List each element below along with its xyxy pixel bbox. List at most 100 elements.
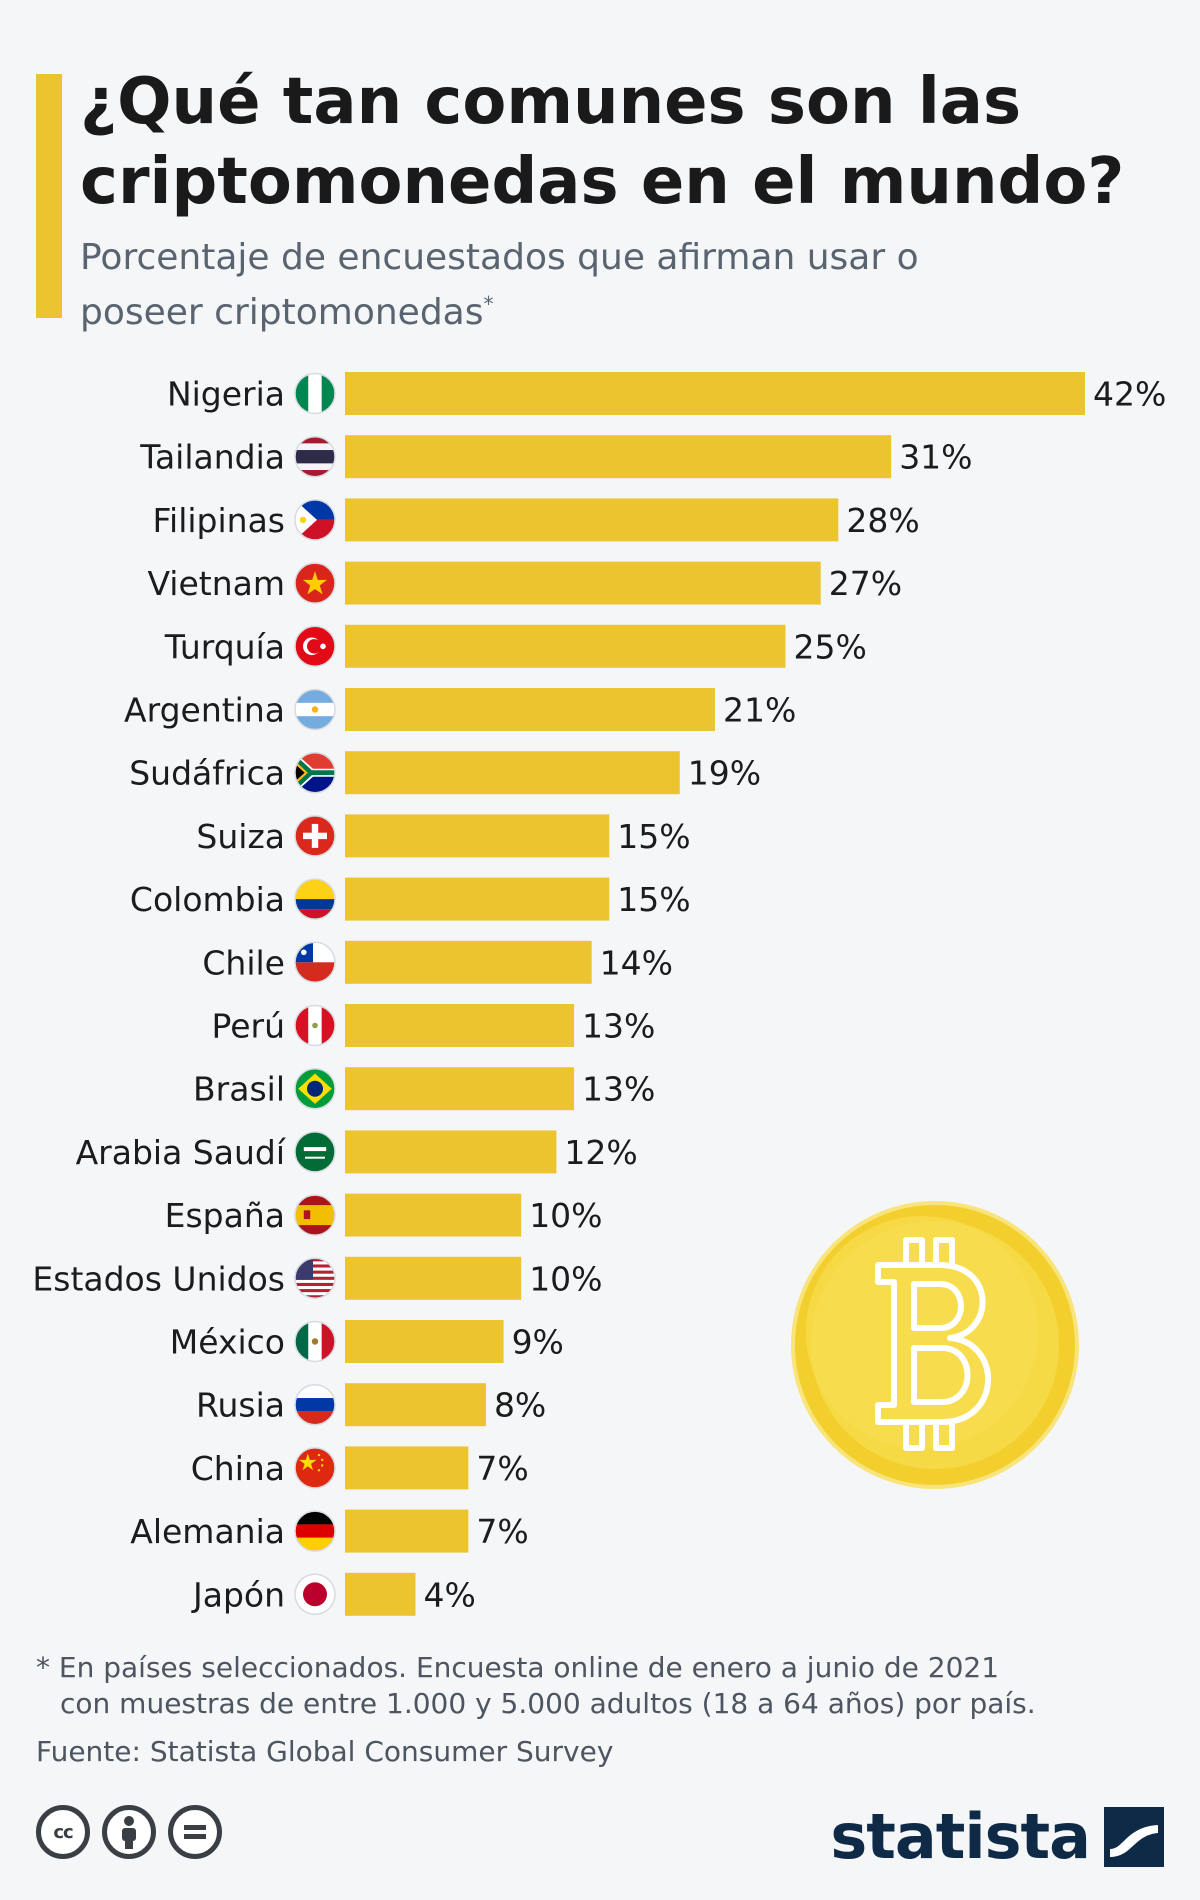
bar-chart: Nigeria 42% Tailandia 31% Filipinas 28% Vietna… (32, 372, 1166, 1616)
subtitle-footnote-mark: * (483, 292, 494, 316)
value-label: 9% (512, 1323, 564, 1362)
category-label: México (170, 1323, 285, 1362)
bar-row: Alemania 7% (130, 1509, 529, 1553)
value-label: 10% (529, 1259, 602, 1298)
category-label: Rusia (196, 1386, 285, 1425)
saudi-arabia-flag-icon (294, 1131, 336, 1173)
footnote: * En países seleccionados. Encuesta onli… (36, 1650, 1136, 1722)
bar (345, 1509, 469, 1553)
equals-icon (184, 1825, 206, 1839)
bar (345, 688, 715, 731)
statista-logo[interactable]: statista (830, 1800, 1164, 1873)
peru-flag-icon (294, 1004, 336, 1047)
bar (345, 877, 610, 921)
by-icon[interactable] (102, 1805, 156, 1859)
value-label: 15% (617, 817, 690, 856)
category-label: Tailandia (139, 438, 285, 477)
cc-label: cc (53, 1821, 73, 1843)
category-label: China (191, 1449, 285, 1488)
category-label: Alemania (130, 1512, 285, 1551)
nd-icon[interactable] (168, 1805, 222, 1859)
value-label: 28% (846, 501, 919, 540)
chart-title: ¿Qué tan comunes son las criptomonedas e… (80, 65, 1125, 219)
footnote-line-2: con muestras de entre 1.000 y 5.000 adul… (60, 1687, 1036, 1720)
chile-flag-icon (294, 941, 336, 984)
bar (345, 372, 1085, 415)
bar-row: Filipinas 28% (152, 498, 920, 542)
cc-icon[interactable]: cc (36, 1805, 90, 1859)
category-label: Filipinas (152, 501, 285, 540)
value-label: 13% (582, 1007, 655, 1046)
bar-row: Nigeria 42% (167, 372, 1166, 415)
subtitle-text: Porcentaje de encuestados que afirman us… (80, 237, 919, 333)
value-label: 14% (600, 943, 673, 982)
bar-row: Tailandia 31% (139, 435, 973, 479)
chart-subtitle: Porcentaje de encuestados que afirman us… (80, 234, 980, 336)
category-label: Brasil (193, 1070, 285, 1109)
value-label: 21% (723, 691, 796, 730)
bar-row: Argentina 21% (124, 688, 796, 731)
mexico-flag-icon (294, 1320, 336, 1363)
thailand-flag-icon (294, 435, 336, 478)
category-label: España (165, 1196, 285, 1235)
category-label: Vietnam (147, 564, 285, 603)
footnote-line-1: * En países seleccionados. Encuesta onli… (36, 1651, 1000, 1684)
usa-flag-icon (294, 1257, 336, 1300)
bar (345, 1383, 486, 1427)
value-label: 7% (476, 1512, 528, 1551)
category-label: Nigeria (167, 375, 285, 414)
bar (345, 1004, 575, 1047)
brand-name: statista (830, 1800, 1091, 1873)
russia-flag-icon (294, 1383, 336, 1426)
bar-row: Japón 4% (191, 1572, 476, 1616)
colombia-flag-icon (294, 878, 336, 920)
category-label: Japón (191, 1575, 285, 1614)
bitcoin-coin-icon (791, 1201, 1079, 1489)
bar (345, 1067, 575, 1111)
bar (345, 1572, 416, 1616)
bar-row: Suiza 15% (196, 814, 691, 858)
statista-logo-icon (1104, 1806, 1164, 1867)
value-label: 27% (829, 564, 902, 603)
germany-flag-icon (294, 1510, 336, 1552)
bar-row: Arabia Saudí 12% (76, 1130, 638, 1174)
bar-row: Colombia 15% (130, 877, 691, 921)
bar (345, 561, 821, 605)
bar (345, 1193, 522, 1237)
bar-row: Chile 14% (202, 940, 673, 984)
spain-flag-icon (294, 1194, 336, 1236)
value-label: 15% (617, 880, 690, 919)
bar-row: Turquía 25% (164, 624, 867, 668)
japan-flag-icon (294, 1573, 336, 1616)
bar (345, 624, 786, 668)
turkey-flag-icon (294, 625, 336, 668)
bar-row: Brasil 13% (193, 1067, 655, 1111)
category-label: Argentina (124, 691, 285, 730)
bar (345, 1320, 504, 1363)
bar (345, 1130, 557, 1174)
value-label: 12% (564, 1133, 637, 1172)
bar (345, 1256, 522, 1300)
category-label: Estados Unidos (32, 1259, 285, 1298)
person-icon (122, 1816, 136, 1849)
bar (345, 751, 680, 795)
category-label: Sudáfrica (129, 754, 285, 793)
category-label: Perú (211, 1007, 285, 1046)
value-label: 10% (529, 1196, 602, 1235)
value-label: 13% (582, 1070, 655, 1109)
category-label: Turquía (164, 627, 285, 666)
category-label: Chile (202, 943, 285, 982)
argentina-flag-icon (294, 688, 336, 731)
bar-row: Vietnam 27% (147, 561, 902, 605)
category-label: Arabia Saudí (76, 1133, 287, 1172)
value-label: 31% (899, 438, 972, 477)
bar-row: China 7% (191, 1446, 529, 1490)
value-label: 42% (1093, 375, 1166, 414)
bar-row: México 9% (170, 1320, 564, 1363)
bar-row: Rusia 8% (196, 1383, 546, 1427)
bar-row: Perú 13% (211, 1004, 655, 1047)
value-label: 7% (476, 1449, 528, 1488)
bar (345, 1446, 469, 1490)
value-label: 4% (423, 1575, 475, 1614)
category-label: Suiza (196, 817, 285, 856)
